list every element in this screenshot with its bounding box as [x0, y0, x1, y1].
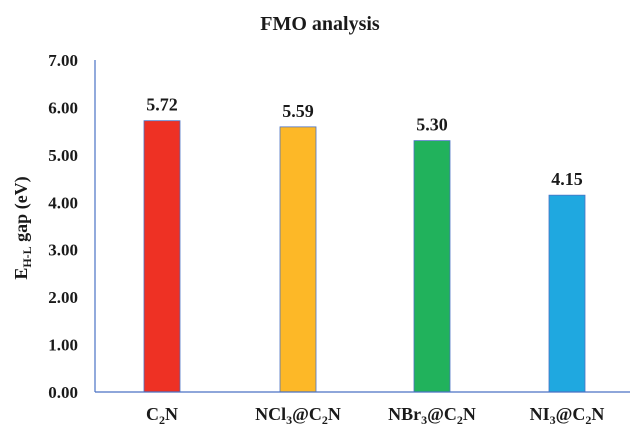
data-labels: 5.72 5.59 5.30 4.15 [146, 95, 583, 189]
y-tick-label: 7.00 [48, 51, 78, 70]
bar [548, 194, 586, 393]
y-tick-label: 2.00 [48, 288, 78, 307]
data-label: 5.30 [416, 115, 448, 135]
bars [143, 120, 586, 393]
chart-title: FMO analysis [260, 13, 380, 35]
y-tick-label: 3.00 [48, 241, 78, 260]
y-axis-title: EH-L gap (eV) [11, 176, 34, 279]
bar [143, 120, 181, 393]
x-axis-ticks: C2N NCl3@C2N NBr3@C2N NI3@C2N [146, 404, 604, 427]
y-axis-ticks: 0.00 1.00 2.00 3.00 4.00 5.00 6.00 7.00 [48, 51, 78, 402]
y-tick-label: 0.00 [48, 383, 78, 402]
data-label: 5.72 [146, 95, 178, 115]
y-axis-label: EH-L gap (eV) [11, 176, 34, 279]
x-tick-label: NBr3@C2N [388, 404, 476, 427]
x-tick-label: NCl3@C2N [255, 404, 341, 427]
y-tick-label: 4.00 [48, 193, 78, 212]
x-tick-label: NI3@C2N [530, 404, 605, 427]
data-label: 4.15 [551, 169, 583, 189]
bar [413, 140, 451, 393]
y-tick-label: 1.00 [48, 336, 78, 355]
y-tick-label: 5.00 [48, 146, 78, 165]
x-tick-label: C2N [146, 404, 178, 427]
y-tick-label: 6.00 [48, 98, 78, 117]
bar [279, 126, 317, 393]
data-label: 5.59 [282, 101, 314, 121]
